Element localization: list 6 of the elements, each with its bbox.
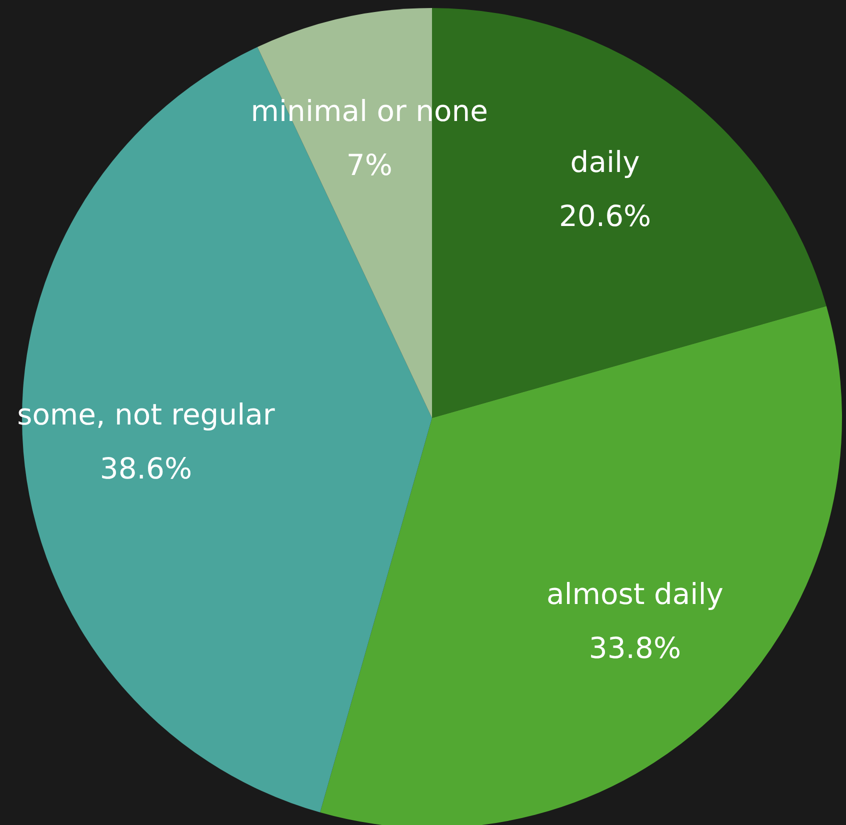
slice-label: daily [570,145,640,180]
data-label: 20.6% [558,199,652,234]
data-label: 33.8% [588,630,682,665]
data-label: 7% [346,148,392,182]
slice-label: almost daily [546,576,724,611]
data-label: 38.6% [100,451,192,486]
